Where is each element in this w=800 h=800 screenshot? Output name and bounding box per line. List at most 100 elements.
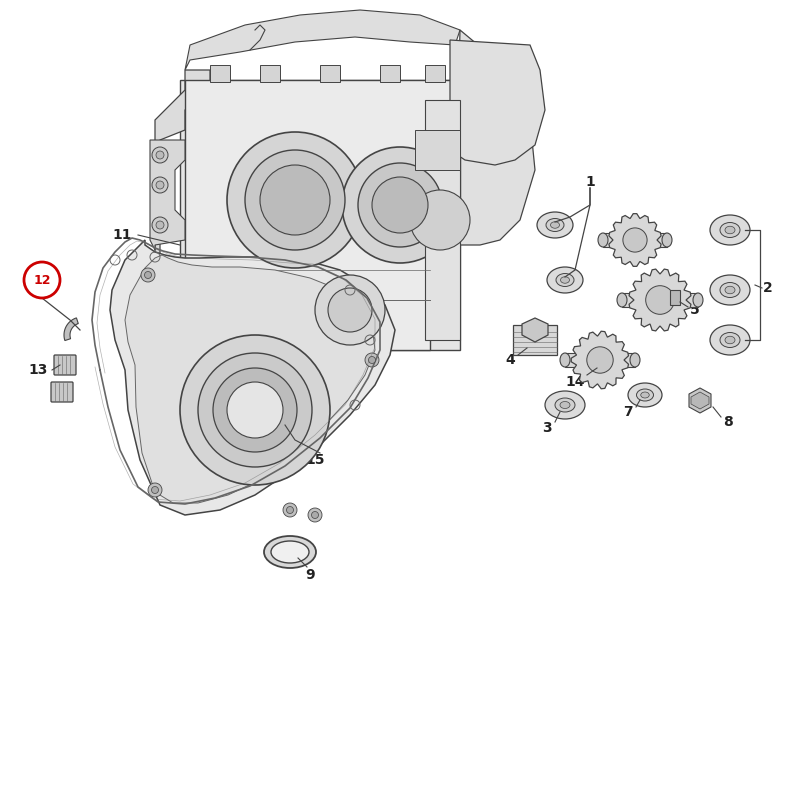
Ellipse shape: [561, 277, 570, 283]
Text: 4: 4: [505, 353, 515, 367]
Ellipse shape: [547, 267, 583, 293]
Circle shape: [148, 483, 162, 497]
Ellipse shape: [720, 222, 740, 238]
Ellipse shape: [537, 212, 573, 238]
Ellipse shape: [630, 353, 640, 367]
Text: 9: 9: [305, 568, 315, 582]
Ellipse shape: [598, 233, 608, 247]
Polygon shape: [425, 65, 445, 82]
Ellipse shape: [628, 383, 662, 407]
Circle shape: [369, 357, 375, 363]
Polygon shape: [609, 214, 661, 266]
Polygon shape: [425, 100, 460, 340]
Polygon shape: [320, 65, 340, 82]
Circle shape: [152, 217, 168, 233]
Ellipse shape: [546, 218, 564, 231]
Circle shape: [586, 346, 614, 373]
Text: 15: 15: [306, 453, 325, 467]
Ellipse shape: [550, 222, 559, 228]
Circle shape: [156, 181, 164, 189]
Polygon shape: [450, 40, 545, 165]
Text: 5: 5: [690, 303, 700, 317]
Circle shape: [311, 511, 318, 518]
Polygon shape: [185, 80, 460, 350]
Polygon shape: [622, 293, 698, 307]
Text: 11: 11: [112, 228, 132, 242]
Polygon shape: [629, 269, 691, 331]
Circle shape: [286, 506, 294, 514]
Ellipse shape: [725, 286, 735, 294]
Ellipse shape: [725, 336, 735, 344]
Circle shape: [623, 228, 647, 252]
Ellipse shape: [710, 215, 750, 245]
Polygon shape: [110, 240, 395, 515]
Polygon shape: [380, 65, 400, 82]
Polygon shape: [689, 388, 711, 413]
Ellipse shape: [271, 541, 309, 563]
Polygon shape: [522, 318, 548, 342]
Circle shape: [342, 147, 458, 263]
Circle shape: [156, 151, 164, 159]
Polygon shape: [125, 255, 375, 503]
Ellipse shape: [693, 293, 703, 307]
Circle shape: [152, 177, 168, 193]
Circle shape: [245, 150, 345, 250]
Polygon shape: [691, 392, 709, 409]
Ellipse shape: [720, 282, 740, 298]
Polygon shape: [565, 353, 635, 367]
Polygon shape: [185, 10, 460, 70]
Text: 13: 13: [28, 363, 48, 377]
Ellipse shape: [637, 389, 654, 401]
Polygon shape: [415, 130, 460, 170]
Polygon shape: [571, 331, 629, 389]
Polygon shape: [180, 80, 490, 350]
Ellipse shape: [662, 233, 672, 247]
Circle shape: [646, 286, 674, 314]
Polygon shape: [513, 325, 557, 355]
Circle shape: [156, 221, 164, 229]
Circle shape: [227, 382, 283, 438]
Polygon shape: [260, 65, 280, 82]
Text: 14: 14: [566, 375, 585, 389]
Ellipse shape: [617, 293, 627, 307]
Circle shape: [358, 163, 442, 247]
Circle shape: [315, 275, 385, 345]
Ellipse shape: [545, 391, 585, 419]
Ellipse shape: [555, 398, 575, 412]
Text: 8: 8: [723, 415, 733, 429]
Circle shape: [308, 508, 322, 522]
Text: 7: 7: [623, 405, 633, 419]
Polygon shape: [64, 318, 78, 341]
Circle shape: [283, 503, 297, 517]
Ellipse shape: [264, 536, 316, 568]
Polygon shape: [670, 290, 680, 305]
Polygon shape: [455, 30, 535, 245]
Circle shape: [152, 147, 168, 163]
Circle shape: [372, 177, 428, 233]
FancyBboxPatch shape: [51, 382, 73, 402]
FancyBboxPatch shape: [54, 355, 76, 375]
Circle shape: [260, 165, 330, 235]
Ellipse shape: [710, 325, 750, 355]
Text: 12: 12: [34, 274, 50, 286]
Circle shape: [198, 353, 312, 467]
Circle shape: [365, 353, 379, 367]
Polygon shape: [210, 65, 230, 82]
Ellipse shape: [710, 275, 750, 305]
Circle shape: [151, 486, 158, 494]
Ellipse shape: [641, 392, 650, 398]
Ellipse shape: [720, 333, 740, 347]
Text: 1: 1: [585, 175, 595, 189]
Circle shape: [328, 288, 372, 332]
Circle shape: [227, 132, 363, 268]
Text: 2: 2: [763, 281, 773, 295]
Circle shape: [145, 271, 151, 278]
Polygon shape: [155, 70, 210, 300]
Circle shape: [410, 190, 470, 250]
Text: 3: 3: [542, 421, 552, 435]
Circle shape: [180, 335, 330, 485]
Ellipse shape: [560, 402, 570, 409]
Circle shape: [213, 368, 297, 452]
Ellipse shape: [560, 353, 570, 367]
Ellipse shape: [556, 274, 574, 286]
